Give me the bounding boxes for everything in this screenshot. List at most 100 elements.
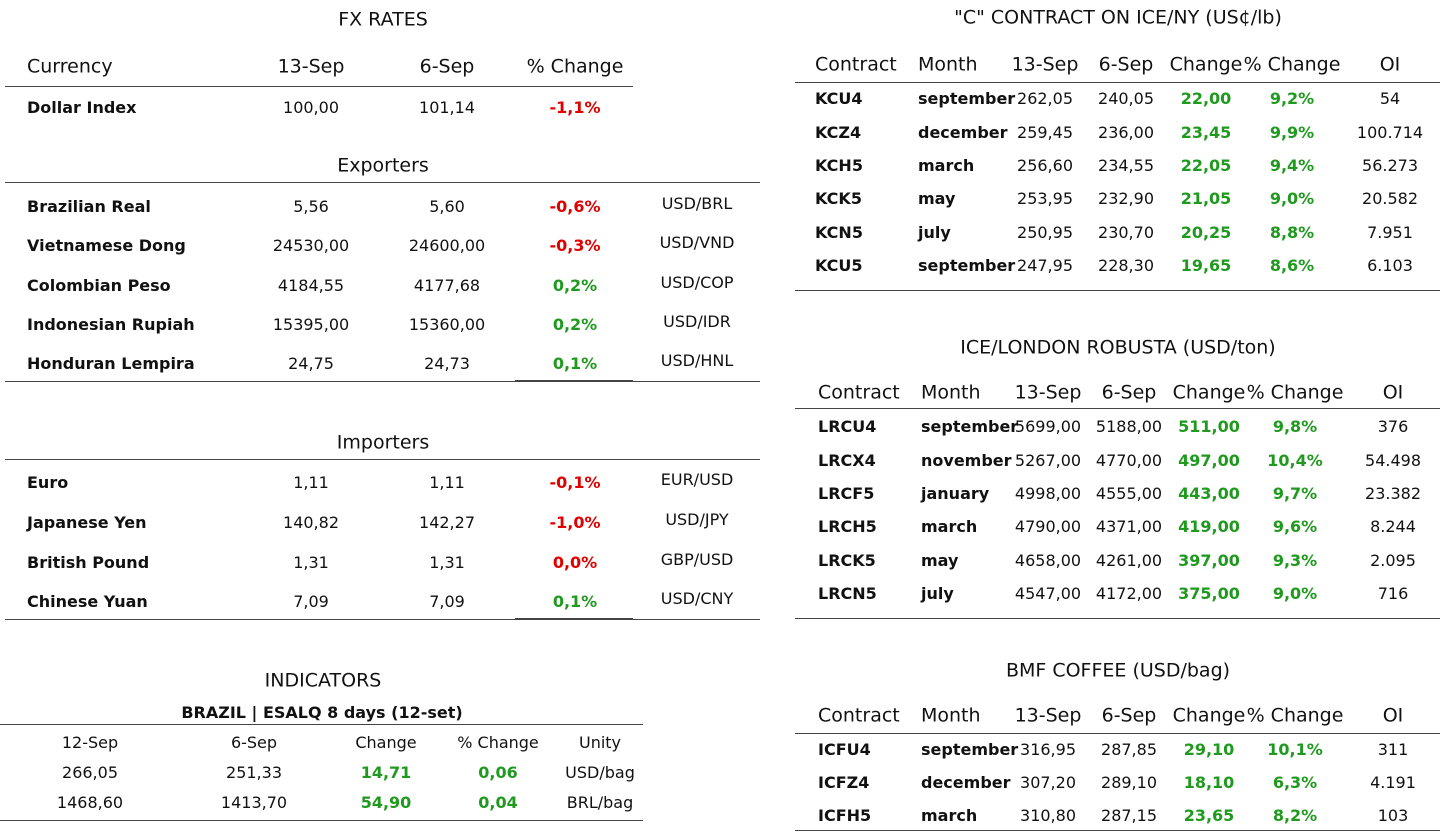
column-header: 13-Sep (277, 55, 345, 78)
cell: 289,10 (1101, 773, 1157, 792)
cell: Colombian Peso (27, 276, 171, 295)
cell: 9,8% (1272, 417, 1318, 436)
divider (795, 290, 1440, 291)
cell: 4555,00 (1095, 484, 1163, 503)
cell: 4998,00 (1014, 484, 1082, 503)
cell: 21,05 (1180, 189, 1232, 208)
cell: 375,00 (1178, 584, 1240, 603)
cell: EUR/USD (660, 470, 734, 489)
column-header: Change (1169, 53, 1243, 76)
cell: 716 (1377, 584, 1409, 603)
cell: january (921, 484, 990, 503)
cell: 5,60 (429, 197, 465, 216)
cell: 247,95 (1017, 256, 1073, 275)
cell: ICFH5 (818, 806, 872, 825)
cell: 10,4% (1267, 451, 1323, 470)
cell: 228,30 (1098, 256, 1154, 275)
cell: 2.095 (1370, 551, 1416, 570)
cell: 29,10 (1183, 740, 1235, 759)
cell: 9,9% (1269, 123, 1315, 142)
cell: 22,00 (1180, 89, 1232, 108)
cell: 8.244 (1370, 517, 1416, 536)
cell: -1,0% (549, 513, 601, 532)
cell: 5188,00 (1095, 417, 1163, 436)
divider (5, 182, 760, 183)
cell: BRL/bag (566, 793, 634, 812)
column-header: % Change (457, 733, 539, 752)
cell: 9,0% (1269, 189, 1315, 208)
cell: Japanese Yen (27, 513, 147, 532)
cell: 9,4% (1269, 156, 1315, 175)
cell: 9,3% (1272, 551, 1318, 570)
divider (795, 82, 1440, 83)
column-header: OI (1382, 704, 1404, 727)
divider (795, 408, 1440, 409)
cell: 9,6% (1272, 517, 1318, 536)
cell: -0,6% (549, 197, 601, 216)
cell: 8,6% (1269, 256, 1315, 275)
cell: 23.382 (1365, 484, 1421, 503)
table-title: INDICATORS (264, 669, 382, 692)
cell: 511,00 (1178, 417, 1240, 436)
cell: 443,00 (1178, 484, 1240, 503)
cell: 0,06 (478, 763, 518, 782)
cell: 14,71 (360, 763, 412, 782)
cell: 240,05 (1098, 89, 1154, 108)
column-header: 6-Sep (1098, 53, 1154, 76)
cell: 7.951 (1367, 223, 1413, 242)
subtitle: BRAZIL | ESALQ 8 days (12-set) (181, 703, 463, 722)
cell: 15395,00 (272, 315, 350, 334)
cell: GBP/USD (660, 550, 734, 569)
cell: may (921, 551, 959, 570)
column-header: % Change (526, 55, 624, 78)
column-header: OI (1379, 53, 1401, 76)
divider (5, 619, 760, 620)
column-header: Contract (815, 53, 897, 76)
cell: KCH5 (815, 156, 863, 175)
cell: 307,20 (1020, 773, 1076, 792)
cell: 266,05 (62, 763, 118, 782)
column-header: 13-Sep (1014, 704, 1082, 727)
cell: USD/IDR (663, 312, 731, 331)
column-header: 13-Sep (1014, 381, 1082, 404)
column-header: % Change (1243, 53, 1341, 76)
table-title: FX RATES (338, 8, 428, 31)
cell: 232,90 (1098, 189, 1154, 208)
cell: 311 (1377, 740, 1409, 759)
cell: 1,31 (429, 553, 465, 572)
cell: KCU5 (815, 256, 863, 275)
column-header: Contract (818, 704, 900, 727)
column-header: 6-Sep (1101, 704, 1157, 727)
cell: 376 (1377, 417, 1409, 436)
cell: USD/HNL (660, 351, 734, 370)
cell: 256,60 (1017, 156, 1073, 175)
divider (5, 381, 760, 382)
cell: 397,00 (1178, 551, 1240, 570)
column-header: Contract (818, 381, 900, 404)
cell: USD/CNY (660, 589, 734, 608)
column-header: 13-Sep (1011, 53, 1079, 76)
cell: 18,10 (1183, 773, 1235, 792)
cell: 0,04 (478, 793, 518, 812)
cell: 9,0% (1272, 584, 1318, 603)
cell: 253,95 (1017, 189, 1073, 208)
table-title: BMF COFFEE (USD/bag) (1005, 659, 1231, 682)
cell: USD/COP (660, 273, 734, 292)
cell: 4177,68 (413, 276, 481, 295)
divider (0, 820, 643, 821)
cell: september (918, 256, 1016, 275)
cell: 54.498 (1365, 451, 1421, 470)
cell: 23,45 (1180, 123, 1232, 142)
cell: 287,85 (1101, 740, 1157, 759)
cell: 4658,00 (1014, 551, 1082, 570)
cell: British Pound (27, 553, 150, 572)
cell: 24,73 (424, 354, 470, 373)
cell: LRCK5 (818, 551, 876, 570)
cell: 8,8% (1269, 223, 1315, 242)
cell: KCZ4 (815, 123, 862, 142)
cell: 5699,00 (1014, 417, 1082, 436)
divider (515, 618, 633, 620)
cell: march (921, 517, 978, 536)
cell: 0,1% (552, 354, 598, 373)
